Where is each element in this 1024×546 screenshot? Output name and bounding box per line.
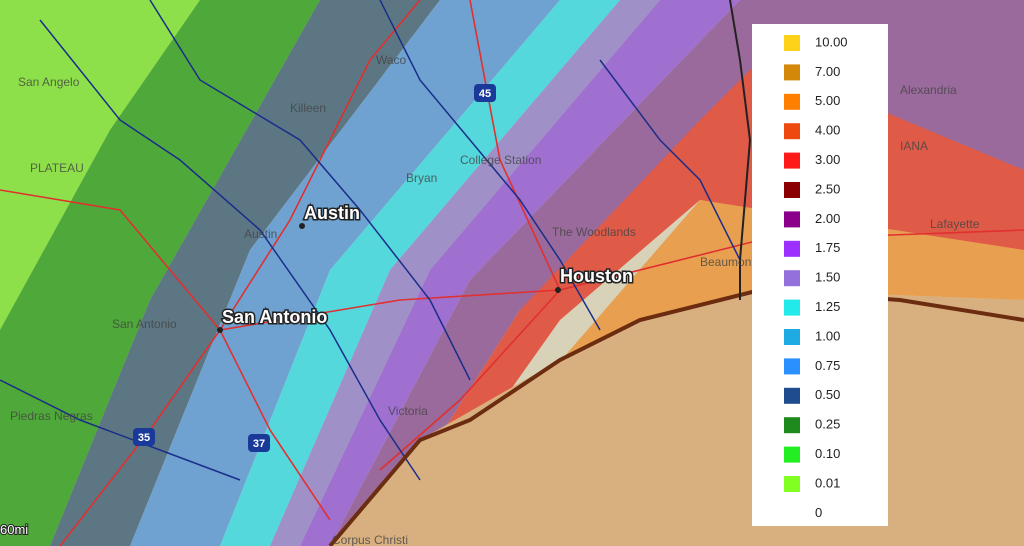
legend-label: 1.75 bbox=[815, 240, 840, 255]
legend-swatch bbox=[784, 35, 800, 51]
legend-swatch bbox=[784, 211, 800, 228]
map-label: The Woodlands bbox=[552, 225, 636, 239]
map-label: Austin bbox=[244, 227, 277, 241]
map-label: Corpus Christi bbox=[332, 533, 408, 546]
scale-label: 60mi bbox=[0, 522, 28, 537]
legend-swatch bbox=[784, 417, 800, 434]
city-label: San Antonio bbox=[222, 307, 327, 327]
legend-swatch bbox=[784, 329, 800, 345]
map-label: Bryan bbox=[406, 171, 437, 185]
legend-swatch bbox=[784, 93, 800, 110]
map-label: Killeen bbox=[290, 101, 326, 115]
legend-label: 2.00 bbox=[815, 211, 840, 226]
legend-swatch bbox=[784, 64, 800, 81]
cities: Austin San Antonio Houston bbox=[217, 202, 634, 333]
shield-label: 37 bbox=[253, 438, 265, 450]
legend-label: 4.00 bbox=[815, 123, 840, 138]
legend-label: 0.50 bbox=[815, 387, 840, 402]
legend-label: 1.50 bbox=[815, 270, 840, 285]
map-label: PLATEAU bbox=[30, 161, 84, 175]
city-label: Houston bbox=[560, 266, 633, 286]
legend-label: 10.00 bbox=[815, 34, 848, 49]
legend-swatch bbox=[784, 123, 800, 140]
shield-label: 45 bbox=[479, 88, 491, 100]
map-label: San Antonio bbox=[112, 317, 177, 331]
map-label: Victoria bbox=[388, 404, 428, 418]
map-label: IANA bbox=[900, 139, 928, 153]
legend-label: 0 bbox=[815, 505, 822, 520]
map-label: Waco bbox=[376, 53, 407, 67]
legend-label: 2.50 bbox=[815, 181, 840, 196]
legend-label: 1.25 bbox=[815, 299, 840, 314]
rivers bbox=[0, 0, 741, 481]
legend-label: 0.75 bbox=[815, 358, 840, 373]
legend: 10.00 7.00 5.00 4.00 3.00 2.50 2.00 1.75 1.50 1.2… bbox=[784, 34, 848, 520]
map-labels: Waco Killeen College Station Bryan San A… bbox=[10, 53, 980, 546]
highway-shields: 45 35 37 bbox=[133, 84, 496, 452]
legend-swatch bbox=[784, 446, 800, 463]
legend-swatch bbox=[784, 270, 800, 287]
legend-label: 0.01 bbox=[815, 475, 840, 490]
legend-label: 1.00 bbox=[815, 328, 840, 343]
legend-label: 0.10 bbox=[815, 446, 840, 461]
state-border bbox=[729, 0, 752, 300]
legend-swatch bbox=[784, 182, 800, 198]
legend-label: 3.00 bbox=[815, 152, 840, 167]
city-label: Austin bbox=[304, 203, 360, 223]
legend-swatch bbox=[784, 152, 800, 169]
map-label: Beaumont bbox=[700, 255, 755, 269]
legend-swatch bbox=[784, 387, 800, 404]
map-label: Lafayette bbox=[930, 217, 980, 231]
map-label: Alexandria bbox=[900, 83, 957, 97]
legend-swatch bbox=[784, 299, 800, 316]
legend-label: 5.00 bbox=[815, 93, 840, 108]
legend-swatch bbox=[784, 240, 800, 257]
legend-box bbox=[752, 24, 888, 526]
shield-label: 35 bbox=[138, 432, 150, 444]
legend-swatch bbox=[784, 358, 800, 375]
map-label: Piedras Negras bbox=[10, 409, 93, 423]
legend-label: 7.00 bbox=[815, 64, 840, 79]
legend-label: 0.25 bbox=[815, 417, 840, 432]
map-label: San Angelo bbox=[18, 75, 80, 89]
legend-swatch bbox=[784, 476, 800, 492]
map-label: College Station bbox=[460, 153, 541, 167]
